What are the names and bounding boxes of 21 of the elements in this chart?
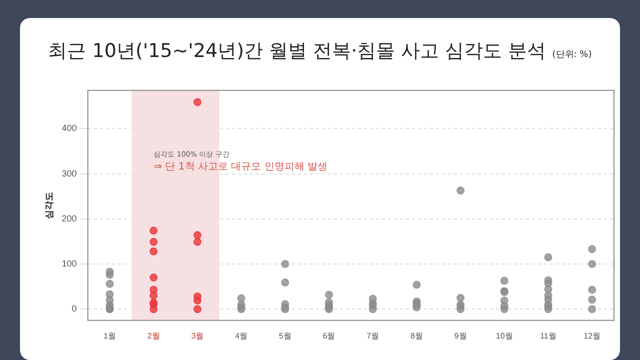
x-tick-label: 5월 — [278, 331, 292, 340]
y-tick-label: 400 — [62, 123, 77, 134]
annotation: ⇒ 단 1척 사고로 대규모 인명피해 발생 — [154, 162, 328, 173]
x-tick-label: 6월 — [322, 331, 336, 340]
x-tick-label: 1월 — [104, 331, 116, 340]
x-tick-label: 10월 — [496, 331, 513, 340]
y-tick-label: 300 — [62, 168, 77, 178]
x-tick-label: 12월 — [584, 331, 601, 340]
x-tick-label: 9월 — [454, 331, 467, 340]
x-tick-label: 3월 — [191, 331, 204, 340]
x-tick-label: 2월 — [147, 331, 160, 340]
chart-title: 최근 10년('15~'24년)간 월별 전복·침몰 사고 심각도 분석 — [48, 40, 546, 62]
x-tick-label: 11월 — [540, 331, 556, 340]
y-tick-label: 100 — [62, 258, 77, 269]
y-axis-title: 심각도 — [44, 192, 54, 219]
y-tick-label: 0 — [72, 304, 77, 314]
x-tick-label: 4월 — [235, 331, 248, 340]
chart-subtitle: (단위: %) — [552, 50, 592, 60]
y-tick-label: 200 — [62, 213, 77, 224]
x-tick-label: 8월 — [410, 331, 423, 340]
x-tick-label: 7월 — [366, 331, 380, 340]
